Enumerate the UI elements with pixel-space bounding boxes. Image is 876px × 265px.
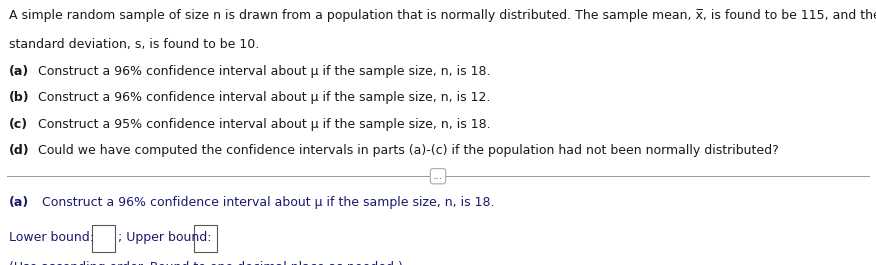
Text: Could we have computed the confidence intervals in parts (a)-(c) if the populati: Could we have computed the confidence in… xyxy=(38,144,779,157)
FancyBboxPatch shape xyxy=(92,225,115,252)
Text: standard deviation, s, is found to be 10.: standard deviation, s, is found to be 10… xyxy=(9,38,259,51)
Text: ...: ... xyxy=(433,171,443,181)
Text: (c): (c) xyxy=(9,118,28,131)
Text: A simple random sample of size n is drawn from a population that is normally dis: A simple random sample of size n is draw… xyxy=(9,9,876,22)
Text: ; Upper bound:: ; Upper bound: xyxy=(118,231,212,244)
Text: Lower bound:: Lower bound: xyxy=(9,231,94,244)
Text: Construct a 95% confidence interval about μ if the sample size, n, is 18.: Construct a 95% confidence interval abou… xyxy=(38,118,491,131)
Text: (b): (b) xyxy=(9,91,30,104)
Text: (Use ascending order. Round to one decimal place as needed.): (Use ascending order. Round to one decim… xyxy=(9,261,403,265)
Text: Construct a 96% confidence interval about μ if the sample size, n, is 18.: Construct a 96% confidence interval abou… xyxy=(38,196,494,209)
Text: (a): (a) xyxy=(9,65,29,78)
Text: Construct a 96% confidence interval about μ if the sample size, n, is 18.: Construct a 96% confidence interval abou… xyxy=(38,65,491,78)
FancyBboxPatch shape xyxy=(194,225,217,252)
Text: (d): (d) xyxy=(9,144,30,157)
Text: (a): (a) xyxy=(9,196,29,209)
Text: Construct a 96% confidence interval about μ if the sample size, n, is 12.: Construct a 96% confidence interval abou… xyxy=(38,91,490,104)
